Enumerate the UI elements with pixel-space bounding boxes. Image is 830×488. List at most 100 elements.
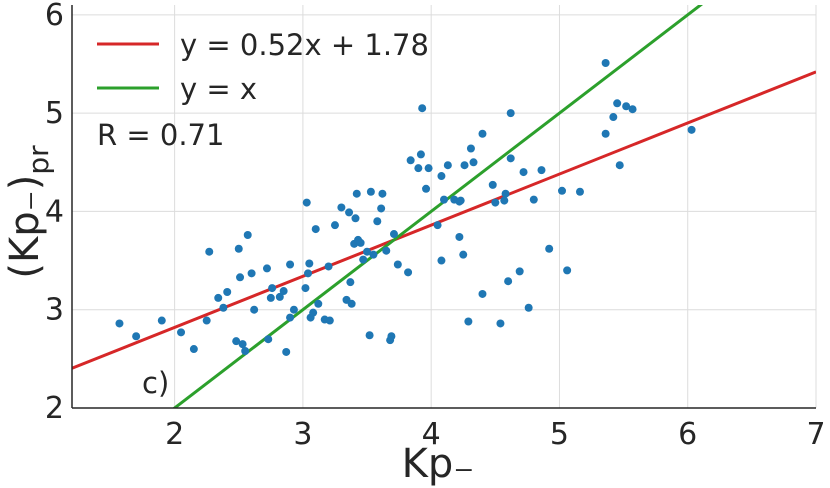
data-point <box>563 266 572 275</box>
data-point <box>279 287 288 296</box>
x-tick-label: 7 <box>806 417 825 452</box>
data-point <box>264 335 273 344</box>
legend-label-identity: y = x <box>180 72 257 106</box>
data-point <box>469 158 478 167</box>
data-point <box>424 164 433 173</box>
data-point <box>504 277 513 286</box>
data-point <box>346 278 355 287</box>
data-point <box>238 340 247 349</box>
data-point <box>347 299 356 308</box>
data-point <box>311 225 320 234</box>
data-point <box>352 189 361 198</box>
data-point <box>325 316 334 325</box>
data-point <box>558 186 567 195</box>
regression-line <box>72 70 816 370</box>
data-point <box>247 269 256 278</box>
data-point <box>515 267 524 276</box>
data-point <box>378 189 387 198</box>
data-point <box>537 166 546 175</box>
data-point <box>366 187 375 196</box>
data-point <box>433 221 442 230</box>
data-point <box>456 196 465 205</box>
data-point <box>478 289 487 298</box>
data-point <box>301 284 310 293</box>
y-tick-label: 5 <box>45 96 64 131</box>
data-point <box>491 198 500 207</box>
data-point <box>609 113 618 122</box>
data-point <box>628 105 637 114</box>
data-point <box>250 305 259 314</box>
data-point <box>289 305 298 314</box>
data-point <box>488 180 497 189</box>
data-point <box>529 195 538 204</box>
data-point <box>440 195 448 204</box>
data-point <box>460 161 469 170</box>
x-tick-label: 4 <box>422 417 441 452</box>
data-point <box>304 269 313 278</box>
data-point <box>351 214 360 223</box>
data-point <box>387 332 396 341</box>
panel-label: c) <box>142 366 169 400</box>
y-axis-label: (Kp₋)pr <box>2 145 55 279</box>
x-tick-label: 3 <box>293 417 312 452</box>
data-point <box>519 168 528 177</box>
data-point <box>545 244 554 253</box>
data-point <box>382 246 391 255</box>
data-point <box>132 332 141 341</box>
x-axis-label: Kp₋ <box>402 441 475 487</box>
data-point <box>359 255 368 264</box>
data-point <box>337 203 346 212</box>
data-point <box>214 293 223 302</box>
data-point <box>506 109 515 118</box>
data-point <box>363 247 372 256</box>
data-point <box>601 129 610 138</box>
data-point <box>243 231 252 240</box>
data-point <box>330 221 339 230</box>
data-point <box>506 154 515 163</box>
data-point <box>455 232 464 241</box>
data-point <box>314 299 323 308</box>
data-point <box>232 337 241 346</box>
x-tick-labels: 2 3 4 5 6 7 <box>165 417 825 452</box>
data-point <box>524 303 533 312</box>
data-point <box>437 172 446 181</box>
data-points <box>115 58 696 356</box>
data-point <box>437 256 446 265</box>
data-point <box>369 250 378 259</box>
data-point <box>575 187 584 196</box>
data-point <box>406 156 415 165</box>
data-point <box>389 230 398 239</box>
x-tick-label: 6 <box>678 417 697 452</box>
data-point <box>373 217 382 226</box>
data-point <box>464 317 473 326</box>
data-point <box>262 264 271 273</box>
data-point <box>613 99 622 108</box>
legend: y = 0.52x + 1.78 y = x <box>97 28 429 106</box>
y-axis-label-sub: pr <box>22 145 55 175</box>
data-point <box>157 316 166 325</box>
data-point <box>202 316 211 325</box>
data-point <box>286 260 295 269</box>
data-point <box>219 303 228 312</box>
data-point <box>404 268 413 277</box>
data-point <box>266 293 275 302</box>
data-point <box>356 238 365 247</box>
y-tick-label: 3 <box>45 293 64 328</box>
data-point <box>478 129 487 138</box>
data-point <box>687 125 696 134</box>
data-point <box>241 346 250 355</box>
data-point <box>615 161 624 170</box>
data-point <box>443 161 452 170</box>
data-point <box>601 58 610 67</box>
data-point <box>345 208 354 217</box>
data-point <box>305 259 314 268</box>
y-tick-label: 6 <box>45 0 64 33</box>
data-point <box>414 164 423 173</box>
data-point <box>275 292 284 301</box>
data-point <box>236 273 245 282</box>
axes <box>71 5 816 409</box>
data-point <box>268 284 277 293</box>
data-point <box>393 260 402 269</box>
data-point <box>422 184 431 193</box>
